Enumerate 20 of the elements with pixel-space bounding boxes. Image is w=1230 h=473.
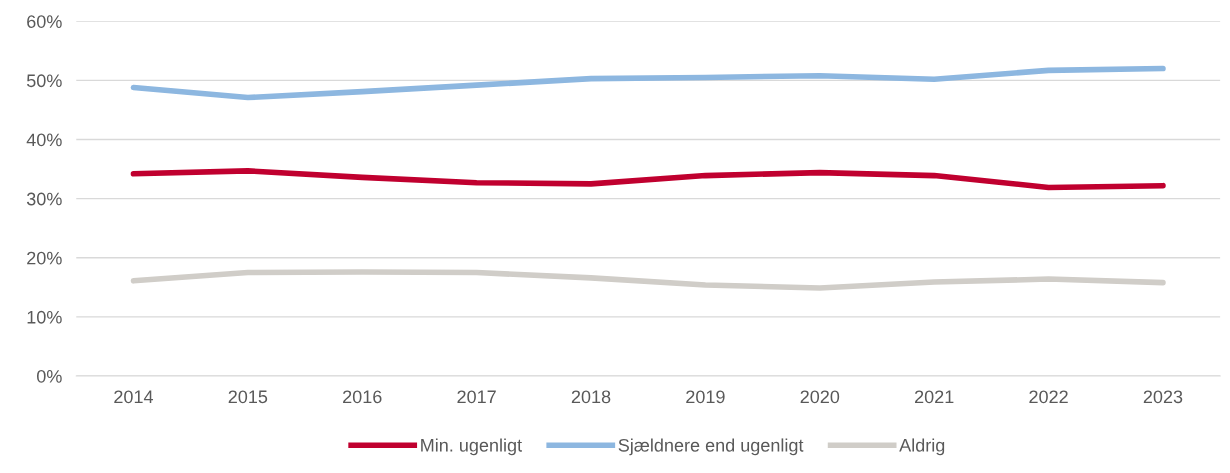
- x-tick-label: 2021: [915, 390, 954, 404]
- y-tick-label: 20%: [27, 251, 62, 265]
- y-tick-label: 40%: [26, 133, 62, 147]
- y-tick-label: 30%: [26, 192, 62, 206]
- x-tick-label: 2023: [1143, 390, 1183, 404]
- legend-label: Aldrig: [899, 438, 945, 456]
- x-tick-label: 2015: [228, 390, 268, 404]
- legend-label: Min. ugenligt: [421, 438, 522, 456]
- x-tick-label: 2020: [800, 390, 840, 404]
- y-tick-label: 10%: [27, 310, 62, 324]
- x-tick-label: 2017: [457, 390, 496, 404]
- x-tick-label: 2022: [1029, 390, 1068, 404]
- legend-label: Sjældnere end ugenligt: [618, 438, 804, 456]
- x-tick-label: 2016: [343, 390, 382, 404]
- x-tick-label: 2018: [571, 390, 611, 404]
- x-tick-label: 2014: [114, 390, 154, 404]
- y-tick-label: 60%: [27, 15, 62, 29]
- x-tick-label: 2019: [686, 390, 725, 404]
- y-tick-label: 50%: [26, 74, 62, 88]
- y-tick-label: 0%: [36, 369, 62, 383]
